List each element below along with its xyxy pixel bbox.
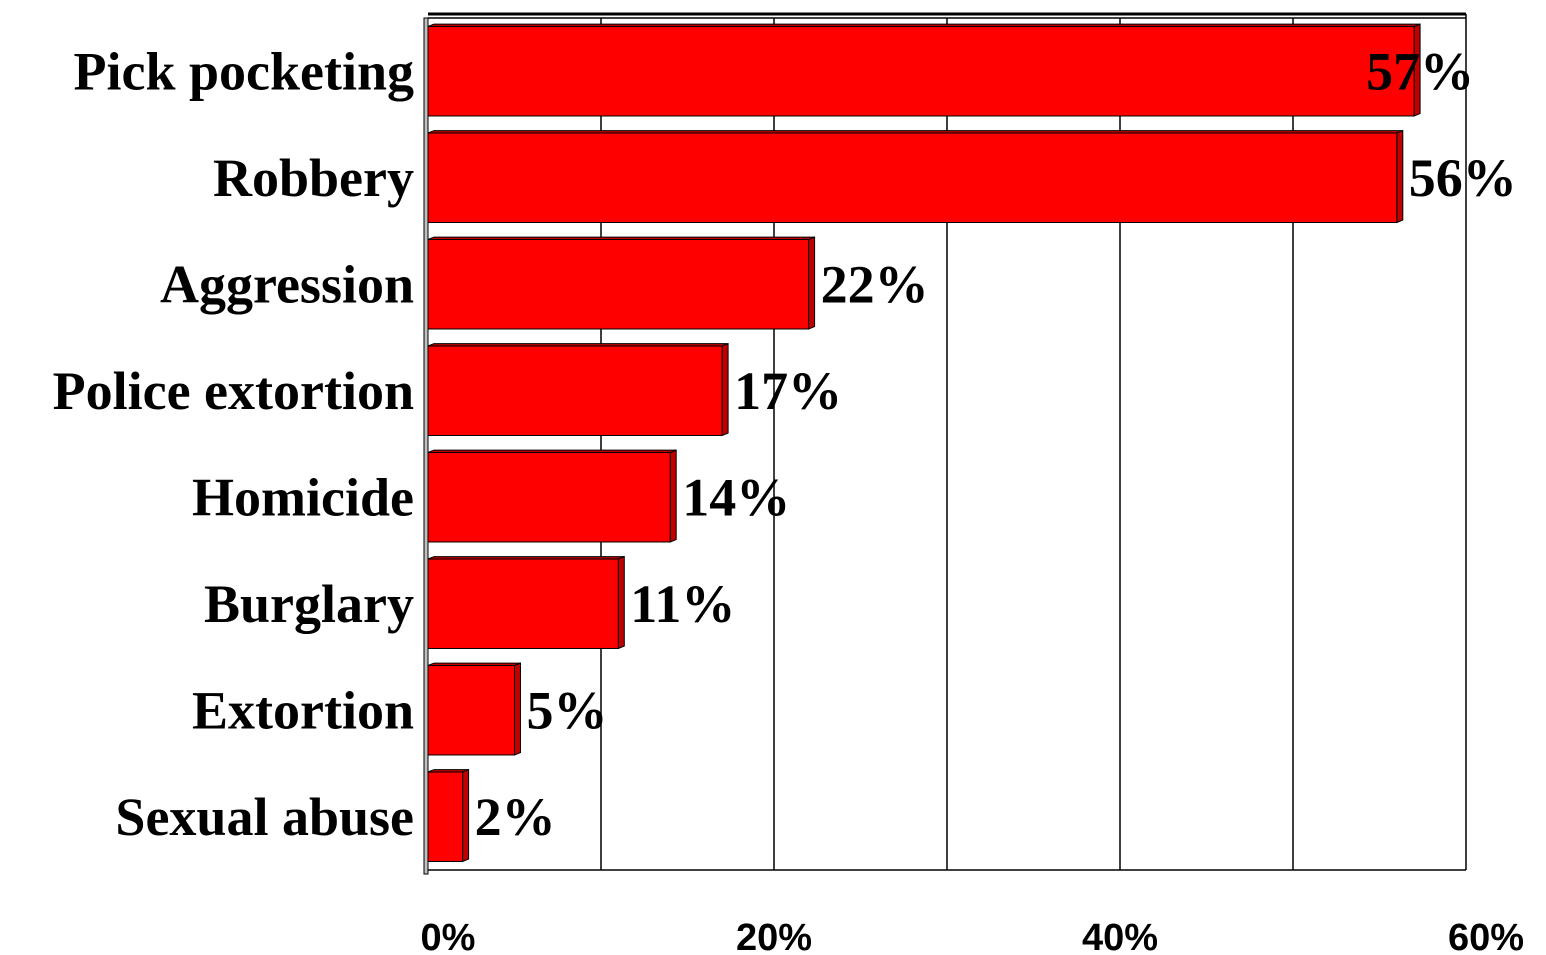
bar <box>427 345 723 436</box>
category-label: Burglary <box>204 574 414 634</box>
bar <box>427 558 619 649</box>
value-label: 56% <box>1409 148 1517 208</box>
bar-side <box>617 555 625 650</box>
category-labels: Pick pocketing Robbery Aggression Police ex… <box>53 41 414 847</box>
bar <box>427 665 515 756</box>
category-label: Extortion <box>192 680 414 740</box>
category-label: Homicide <box>192 467 414 527</box>
category-label: Aggression <box>160 254 414 314</box>
bar-side <box>462 768 470 863</box>
value-label: 2% <box>475 787 556 847</box>
value-label: 57% <box>1366 41 1474 101</box>
value-label: 5% <box>527 680 608 740</box>
bar <box>427 26 1415 117</box>
bar <box>427 239 810 330</box>
x-tick-label: 20% <box>736 917 812 955</box>
bars <box>427 23 1421 863</box>
x-tick-label: 40% <box>1082 917 1158 955</box>
bar-side <box>514 662 521 756</box>
bar <box>427 132 1398 223</box>
bar-side <box>808 236 816 330</box>
bar <box>427 771 464 862</box>
category-label: Pick pocketing <box>73 41 414 101</box>
y-axis-wall <box>423 17 429 875</box>
category-label: Sexual abuse <box>115 787 414 847</box>
x-tick-labels: 0% 20% 40% 60% <box>421 917 1524 955</box>
value-label: 17% <box>734 361 842 421</box>
value-label: 14% <box>682 467 790 527</box>
bar <box>427 452 671 543</box>
category-label: Police extortion <box>53 361 414 421</box>
bar-side <box>669 449 677 543</box>
x-tick-label: 60% <box>1448 917 1524 955</box>
bar-side <box>721 342 729 437</box>
value-label: 22% <box>821 254 929 314</box>
bar-side <box>1396 129 1404 224</box>
value-label: 11% <box>630 574 735 634</box>
x-tick-label: 0% <box>421 917 476 955</box>
category-label: Robbery <box>213 148 414 208</box>
value-labels: 57% 56% 22% 17% 14% 11% 5% 2% <box>475 41 1517 847</box>
